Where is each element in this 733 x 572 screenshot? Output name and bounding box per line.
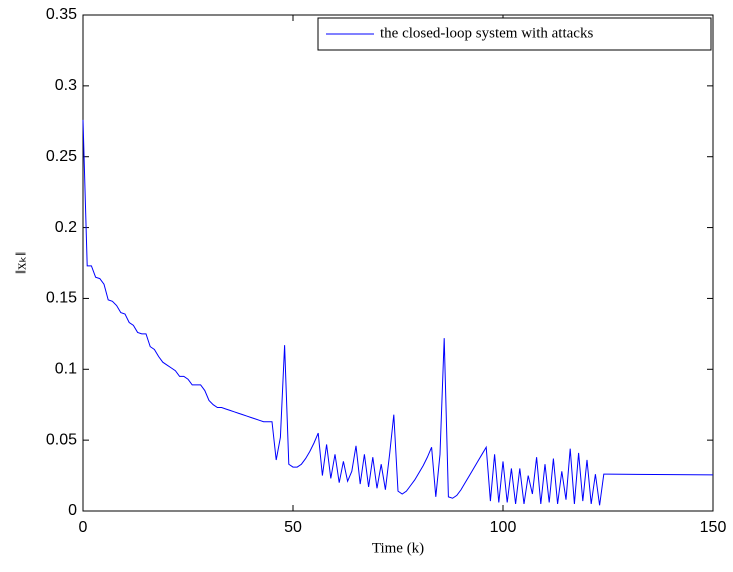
y-tick-label: 0.15 — [46, 290, 77, 307]
x-axis-label: Time (k) — [372, 540, 424, 556]
legend-label: the closed-loop system with attacks — [380, 25, 593, 41]
y-tick-label: 0.05 — [46, 431, 77, 448]
y-tick-label: 0.1 — [55, 361, 77, 378]
x-tick-label: 150 — [700, 519, 727, 536]
y-tick-label: 0 — [68, 502, 77, 519]
y-tick-label: 0.2 — [55, 219, 77, 236]
y-axis-label: ‖xₖ‖ — [13, 252, 29, 274]
y-tick-label: 0.35 — [46, 6, 77, 23]
data-line — [82, 119, 714, 506]
plot-area — [82, 14, 714, 512]
y-tick-label: 0.25 — [46, 148, 77, 165]
legend-box — [317, 17, 712, 51]
x-tick-label: 0 — [79, 519, 88, 536]
x-tick-label: 50 — [284, 519, 302, 536]
x-tick-label: 100 — [490, 519, 517, 536]
y-tick-label: 0.3 — [55, 77, 77, 94]
